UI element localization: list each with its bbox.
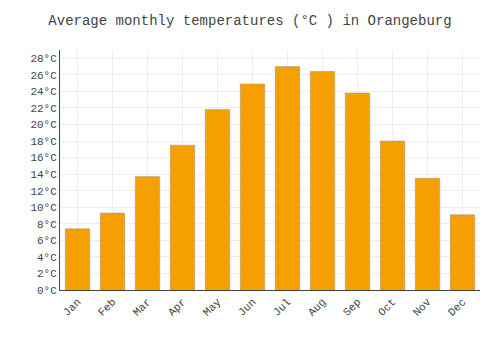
svg-text:May: May [201, 296, 224, 319]
svg-text:Dec: Dec [446, 296, 468, 318]
svg-text:4°C: 4°C [37, 252, 57, 264]
svg-text:16°C: 16°C [30, 152, 57, 164]
svg-text:18°C: 18°C [30, 136, 57, 148]
svg-text:2°C: 2°C [37, 268, 57, 280]
svg-text:12°C: 12°C [30, 186, 57, 198]
svg-text:Mar: Mar [131, 296, 153, 318]
svg-text:Jan: Jan [61, 296, 83, 318]
svg-text:8°C: 8°C [37, 219, 57, 231]
svg-text:Nov: Nov [411, 296, 434, 319]
svg-text:24°C: 24°C [30, 86, 57, 98]
svg-text:Jun: Jun [236, 296, 258, 318]
svg-text:Aug: Aug [306, 296, 328, 318]
svg-text:6°C: 6°C [37, 235, 57, 247]
svg-text:Apr: Apr [166, 296, 188, 318]
svg-text:26°C: 26°C [30, 70, 57, 82]
svg-text:Oct: Oct [376, 296, 398, 318]
svg-text:Sep: Sep [341, 296, 363, 318]
svg-text:14°C: 14°C [30, 169, 57, 181]
svg-text:28°C: 28°C [30, 53, 57, 65]
svg-text:10°C: 10°C [30, 202, 57, 214]
svg-text:20°C: 20°C [30, 119, 57, 131]
svg-text:Average monthly temperatures (: Average monthly temperatures (°C ) in Or… [48, 13, 451, 29]
svg-text:22°C: 22°C [30, 103, 57, 115]
svg-text:0°C: 0°C [37, 285, 57, 297]
svg-text:Jul: Jul [271, 296, 293, 318]
svg-text:Feb: Feb [96, 296, 118, 318]
